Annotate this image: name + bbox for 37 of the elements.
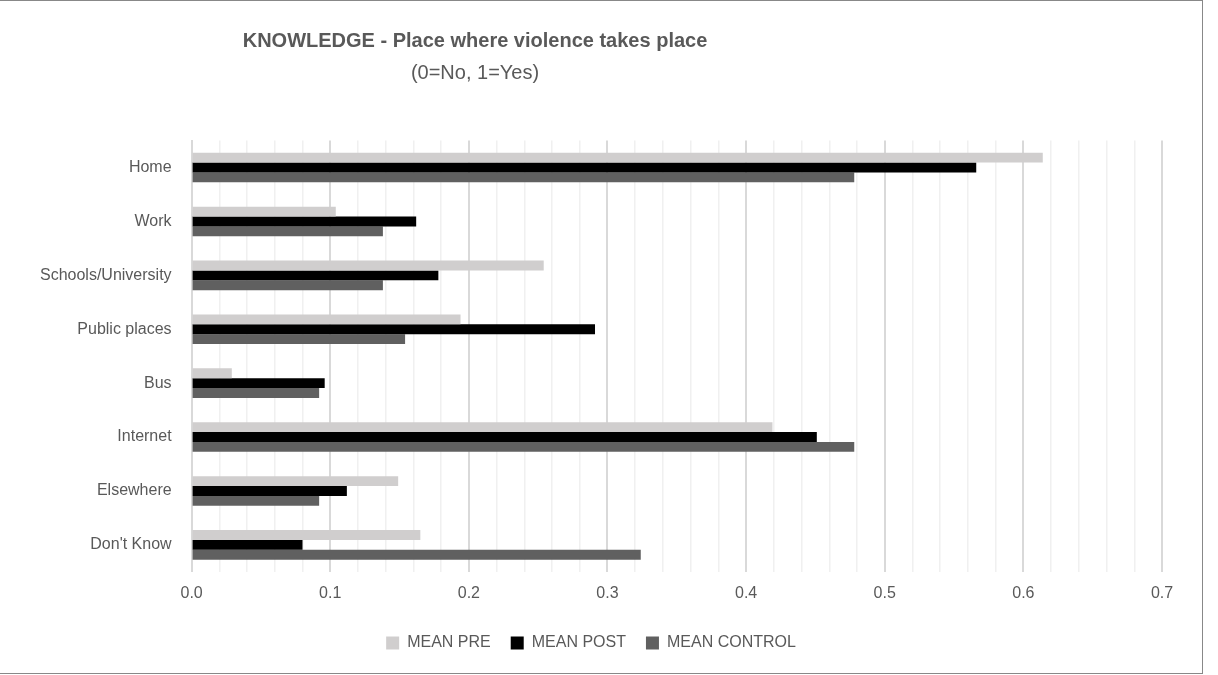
y-tick-label: Work [134,211,173,229]
bar [192,378,325,389]
x-tick-label: 0.4 [734,583,758,601]
bar [192,334,406,345]
bar [192,486,347,496]
x-tick-label: 0.3 [596,583,619,601]
bar [192,162,977,173]
bar [192,539,303,550]
bar [192,280,383,291]
x-tick-label: 0.7 [1150,583,1174,601]
legend-label: MEAN POST [531,633,627,651]
chart-subtitle: (0=No, 1=Yes) [409,61,541,84]
y-tick-label: Don't Know [90,535,173,553]
y-tick-label: Public places [77,319,172,337]
x-tick-label: 0.0 [180,583,203,601]
y-tick-label: Internet [117,427,173,445]
x-tick-label: 0.1 [319,583,342,601]
bar [192,388,320,398]
y-tick-label: Elsewhere [96,481,172,499]
x-tick-label: 0.2 [457,583,481,601]
y-tick-label: Schools/University [39,265,172,283]
legend-label: MEAN CONTROL [666,633,796,651]
bar [192,172,855,183]
bar [192,270,439,281]
x-tick-label: 0.6 [1012,583,1035,601]
bar [192,216,417,227]
x-tick-label: 0.5 [873,583,896,601]
chart-title: KNOWLEDGE - Place where violence takes place [241,29,709,52]
y-tick-label: Home [128,157,172,175]
bar [192,324,596,335]
bar [192,226,383,237]
y-tick-label: Bus [144,373,172,391]
bar [192,549,641,560]
bar [192,495,320,506]
bar [192,432,817,442]
bar [192,441,855,452]
legend-label: MEAN PRE [407,633,491,651]
